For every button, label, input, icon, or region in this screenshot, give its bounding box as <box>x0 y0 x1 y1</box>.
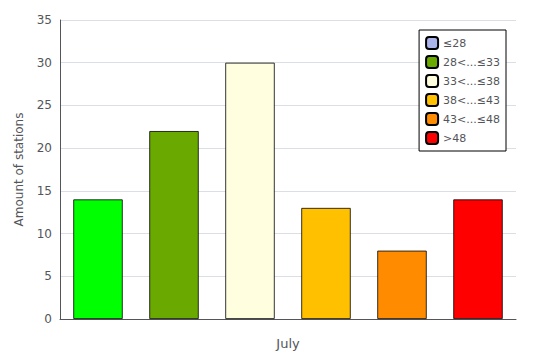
svg-text:Amount of stations: Amount of stations <box>12 113 26 227</box>
svg-text:5: 5 <box>44 269 52 283</box>
svg-text:30: 30 <box>37 56 52 70</box>
svg-text:35: 35 <box>37 13 52 27</box>
svg-text:July: July <box>275 336 300 351</box>
svg-text:0: 0 <box>44 312 52 326</box>
svg-text:15: 15 <box>37 184 52 198</box>
svg-text:28<...≤33: 28<...≤33 <box>443 56 500 69</box>
svg-text:≤28: ≤28 <box>443 37 466 50</box>
svg-text:25: 25 <box>37 98 52 112</box>
svg-text:20: 20 <box>37 141 52 155</box>
svg-text:33<...≤38: 33<...≤38 <box>443 75 500 88</box>
svg-text:>48: >48 <box>443 132 466 145</box>
svg-text:43<...≤48: 43<...≤48 <box>443 113 500 126</box>
svg-text:10: 10 <box>37 227 52 241</box>
svg-text:38<...≤43: 38<...≤43 <box>443 94 500 107</box>
